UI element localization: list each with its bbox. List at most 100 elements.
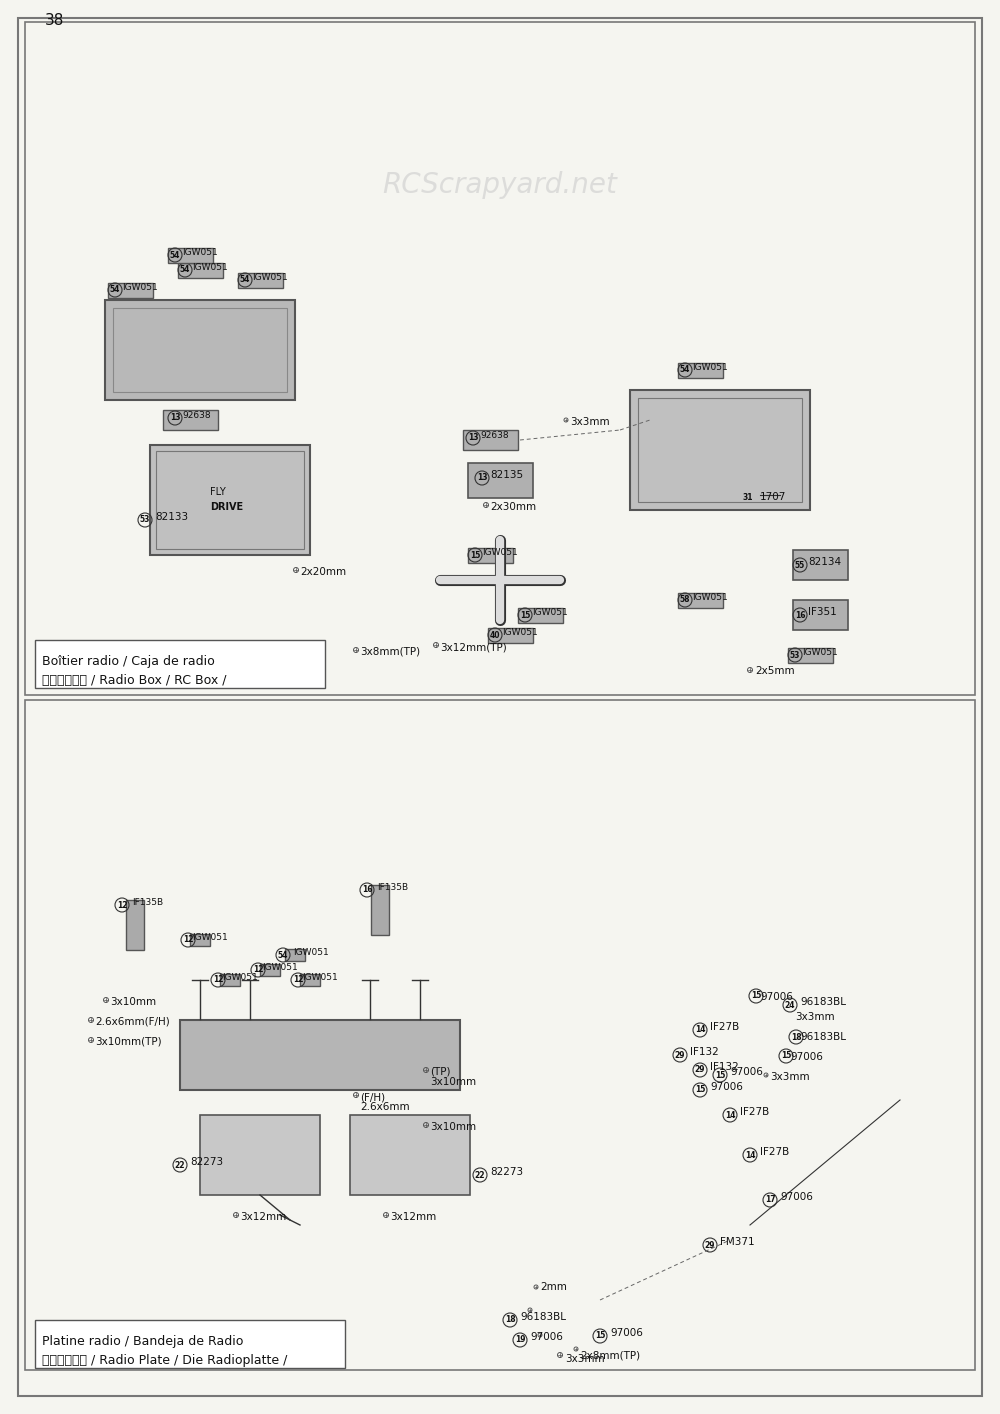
Text: 13: 13: [170, 413, 180, 423]
Text: 55: 55: [795, 560, 805, 570]
Bar: [25, 23, 975, 696]
Text: IGW051: IGW051: [502, 628, 538, 636]
Text: 31: 31: [743, 492, 753, 502]
Bar: [113, 308, 287, 392]
Text: 2x5mm: 2x5mm: [755, 666, 795, 676]
Text: 97006: 97006: [760, 993, 793, 1003]
Text: IF132: IF132: [710, 1062, 739, 1072]
Bar: [150, 445, 310, 556]
Text: 2mm: 2mm: [540, 1282, 567, 1292]
Text: 96183BL: 96183BL: [800, 997, 846, 1007]
Text: IGW051: IGW051: [262, 963, 298, 971]
Text: IF351: IF351: [808, 607, 837, 617]
Text: 82273: 82273: [190, 1157, 223, 1167]
Text: IGW051: IGW051: [692, 592, 728, 602]
Text: 1707: 1707: [760, 492, 786, 502]
Text: 15: 15: [781, 1052, 791, 1060]
Bar: [238, 273, 283, 287]
Bar: [162, 410, 218, 430]
Text: 12: 12: [183, 936, 193, 945]
Text: 54: 54: [680, 365, 690, 375]
Text: 12: 12: [213, 976, 223, 984]
Text: 15: 15: [715, 1070, 725, 1079]
Bar: [260, 964, 280, 976]
Text: 18: 18: [505, 1315, 515, 1325]
Bar: [630, 390, 810, 510]
Bar: [178, 263, 222, 277]
Text: 2x8mm(TP): 2x8mm(TP): [580, 1350, 640, 1360]
Text: 19: 19: [515, 1335, 525, 1345]
Text: 82273: 82273: [490, 1167, 523, 1176]
Bar: [788, 648, 832, 663]
Text: 16: 16: [795, 611, 805, 619]
Text: IF27B: IF27B: [710, 1022, 739, 1032]
Text: 2x30mm: 2x30mm: [490, 502, 536, 512]
Text: 24: 24: [785, 1001, 795, 1010]
Text: 3x3mm: 3x3mm: [565, 1355, 605, 1365]
Text: 54: 54: [180, 266, 190, 274]
Bar: [350, 1116, 470, 1195]
Text: IGW051: IGW051: [802, 648, 838, 658]
Bar: [108, 283, 152, 297]
Text: 12: 12: [253, 966, 263, 974]
Text: 92638: 92638: [480, 431, 509, 440]
Bar: [200, 1116, 320, 1195]
Text: 13: 13: [477, 474, 487, 482]
Bar: [300, 974, 320, 986]
Text: IGW051: IGW051: [192, 933, 228, 942]
Text: Platine radio / Bandeja de Radio: Platine radio / Bandeja de Radio: [42, 1335, 243, 1348]
Text: 17: 17: [765, 1195, 775, 1205]
Bar: [168, 247, 212, 263]
Bar: [190, 935, 210, 946]
Text: 54: 54: [240, 276, 250, 284]
Text: メカプレート / Radio Plate / Die Radioplatte /: メカプレート / Radio Plate / Die Radioplatte /: [42, 1355, 287, 1367]
Text: Boîtier radio / Caja de radio: Boîtier radio / Caja de radio: [42, 655, 215, 667]
Text: 38: 38: [45, 13, 64, 28]
Text: FLY: FLY: [210, 486, 226, 496]
Text: 3x10mm(TP): 3x10mm(TP): [95, 1036, 162, 1046]
Text: 2.6x6mm(F/H): 2.6x6mm(F/H): [95, 1017, 170, 1027]
Text: 82134: 82134: [808, 557, 841, 567]
Text: 92638: 92638: [182, 411, 211, 420]
Text: 97006: 97006: [790, 1052, 823, 1062]
Text: 96183BL: 96183BL: [520, 1312, 566, 1322]
Bar: [220, 974, 240, 986]
Text: IF27B: IF27B: [760, 1147, 789, 1157]
Bar: [792, 600, 848, 631]
Bar: [25, 700, 975, 1370]
Text: IF27B: IF27B: [740, 1107, 769, 1117]
Text: IF132: IF132: [690, 1046, 719, 1058]
Bar: [678, 362, 722, 378]
Text: IGW051: IGW051: [182, 247, 218, 257]
Text: 2x20mm: 2x20mm: [300, 567, 346, 577]
Text: IGW051: IGW051: [532, 608, 568, 617]
Text: IGW051: IGW051: [192, 263, 228, 271]
Text: IF135B: IF135B: [132, 898, 163, 906]
Text: 3x3mm: 3x3mm: [770, 1072, 810, 1082]
Text: (F/H): (F/H): [360, 1092, 385, 1102]
Text: 40: 40: [490, 631, 500, 639]
Bar: [371, 885, 389, 935]
Bar: [285, 949, 305, 962]
Bar: [678, 592, 722, 608]
Text: 3x3mm: 3x3mm: [795, 1012, 835, 1022]
Bar: [126, 899, 144, 950]
Text: IGW051: IGW051: [122, 283, 158, 293]
Text: DRIVE: DRIVE: [210, 502, 243, 512]
Text: 2.6x6mm: 2.6x6mm: [360, 1102, 410, 1111]
Bar: [468, 462, 532, 498]
Bar: [105, 300, 295, 400]
Text: 15: 15: [595, 1332, 605, 1340]
Text: 97006: 97006: [610, 1328, 643, 1338]
Text: 3x10mm: 3x10mm: [110, 997, 156, 1007]
Text: 3x12mm(TP): 3x12mm(TP): [440, 642, 507, 652]
Text: 53: 53: [140, 516, 150, 525]
Text: 3x3mm: 3x3mm: [570, 417, 610, 427]
Bar: [518, 608, 562, 622]
Text: 97006: 97006: [530, 1332, 563, 1342]
Text: 22: 22: [475, 1171, 485, 1179]
Text: 82133: 82133: [155, 512, 188, 522]
Text: 13: 13: [468, 434, 478, 443]
Text: 82135: 82135: [490, 469, 523, 479]
Bar: [488, 628, 532, 642]
